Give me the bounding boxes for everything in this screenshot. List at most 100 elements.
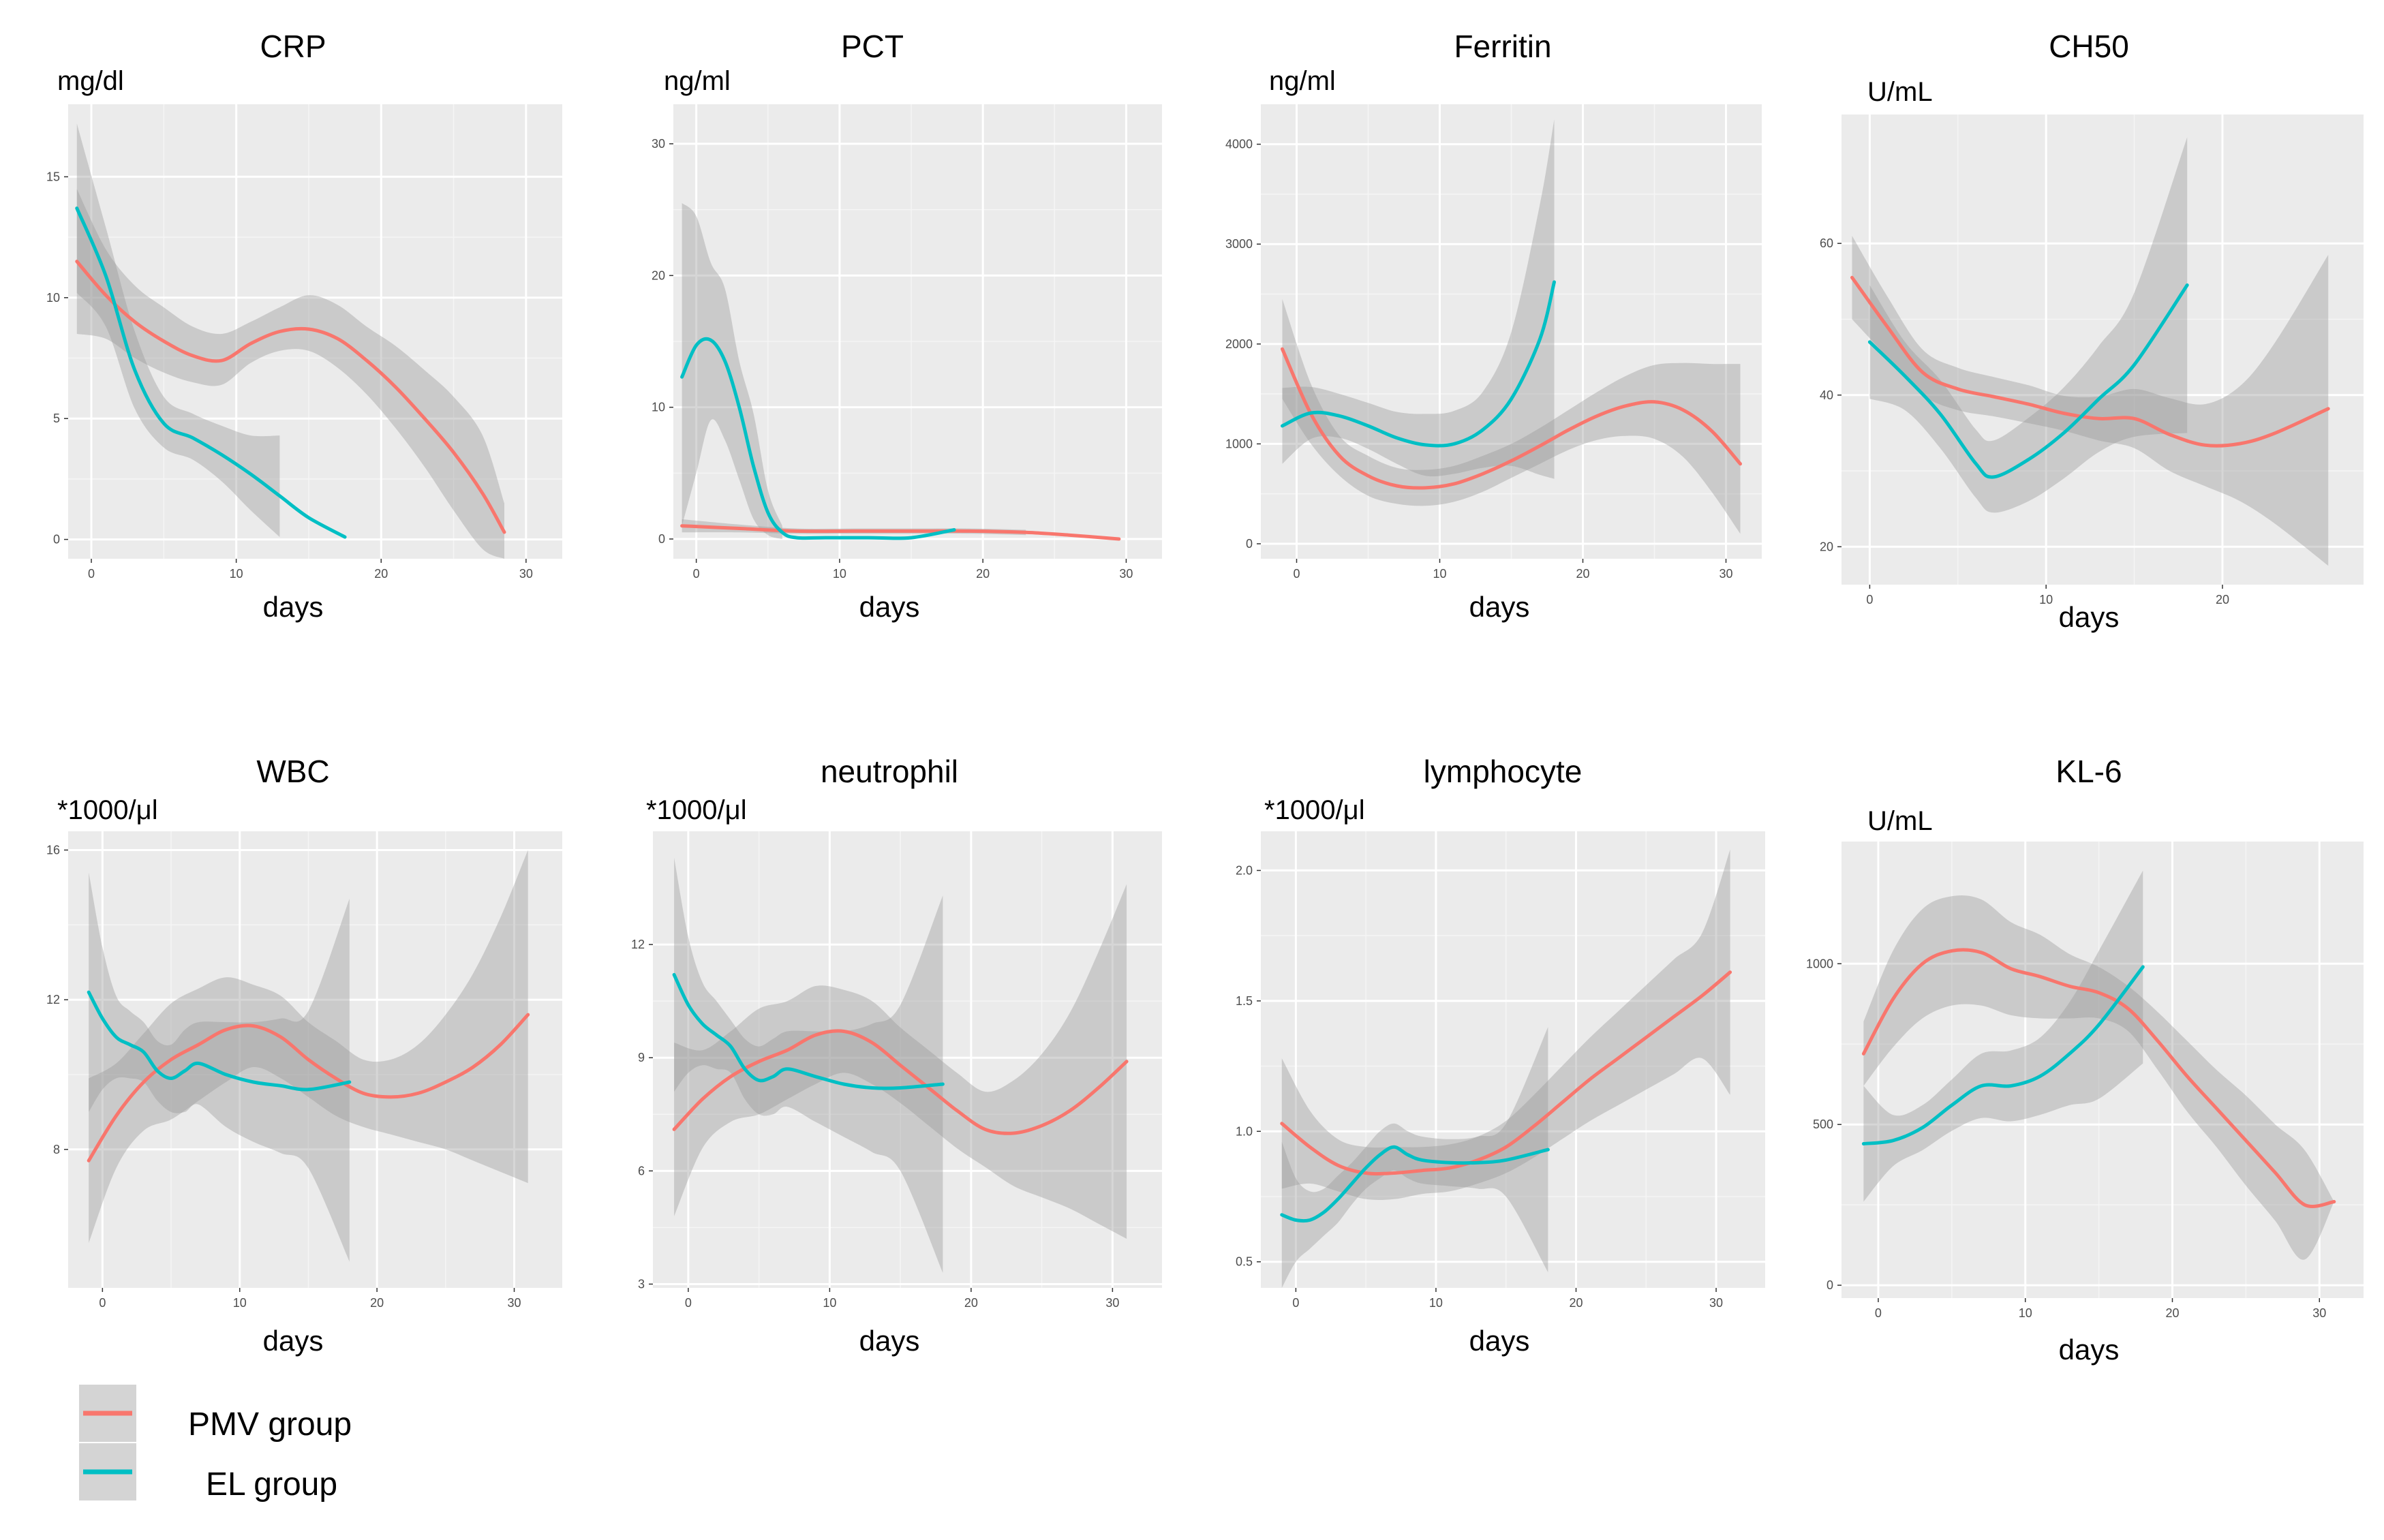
y-axis-unit: *1000/μl [646, 795, 747, 825]
y-tick-label: 10 [652, 401, 665, 414]
confidence-band-pmv-group [674, 884, 1127, 1239]
series-line-pmv-group [1850, 275, 2330, 448]
chart-title: Ferritin [1454, 29, 1551, 64]
x-tick-label: 30 [1105, 1296, 1119, 1310]
x-tick-label: 0 [1293, 567, 1300, 581]
y-tick-label: 1.5 [1236, 994, 1253, 1008]
x-tick-label: 20 [374, 567, 388, 581]
confidence-band-pmv-group [1282, 298, 1741, 534]
x-axis-label: days [1469, 1325, 1530, 1357]
y-axis-unit: ng/ml [1269, 66, 1336, 96]
x-tick-label: 30 [1709, 1296, 1723, 1310]
x-tick-label: 0 [1875, 1306, 1882, 1320]
y-axis-unit: mg/dl [57, 66, 124, 96]
confidence-band-el-group [674, 857, 943, 1273]
series-line-pmv-group [672, 1029, 1129, 1135]
y-tick-label: 500 [1813, 1118, 1833, 1131]
plot-background [673, 104, 1162, 559]
x-tick-label: 10 [2019, 1306, 2032, 1320]
panel-wbc: 0 10 20 30 8 12 16 WBC *1000/μl days [46, 754, 562, 1357]
chart-title: CH50 [2049, 29, 2129, 64]
series-line-pmv-group [1281, 347, 1742, 490]
y-tick-label: 30 [652, 137, 665, 151]
y-tick-label: 8 [53, 1143, 60, 1156]
plot-background [1842, 114, 2364, 585]
y-tick-label: 1000 [1225, 437, 1253, 450]
y-tick-label: 12 [631, 938, 645, 951]
x-tick-label: 20 [2165, 1306, 2179, 1320]
series-line-pmv-group [75, 260, 506, 534]
series-line-pmv-group [87, 1013, 530, 1162]
plot-background [1842, 842, 2364, 1298]
x-tick-label: 0 [1292, 1296, 1299, 1310]
y-axis-unit: U/mL [1867, 77, 1933, 107]
y-tick-label: 1.0 [1236, 1124, 1253, 1138]
x-tick-label: 30 [2312, 1306, 2326, 1320]
x-tick-label: 20 [1569, 1296, 1583, 1310]
x-tick-label: 30 [1719, 567, 1732, 581]
y-tick-label: 0 [658, 532, 665, 546]
series-line-pmv-group [1280, 970, 1732, 1176]
x-axis-label: days [859, 591, 920, 623]
y-tick-label: 10 [46, 291, 60, 305]
x-tick-label: 10 [2039, 593, 2053, 606]
confidence-band-pmv-group [1863, 895, 2334, 1260]
y-tick-label: 40 [1820, 388, 1833, 402]
panel-pct: 0 10 20 30 0 10 20 30 PCT ng/ml days [652, 29, 1162, 623]
y-tick-label: 16 [46, 843, 60, 857]
legend: PMV group EL group [79, 1385, 352, 1503]
confidence-band-el-group [89, 872, 350, 1262]
chart-title: lymphocyte [1424, 754, 1583, 789]
chart-title: neutrophil [821, 754, 958, 789]
chart-title: CRP [260, 29, 326, 64]
y-tick-label: 0 [53, 533, 60, 546]
x-axis-label: days [1469, 591, 1530, 623]
panel-lymphocyte: 0 10 20 30 0.5 1.0 1.5 2.0 lymphocyte *1000/μl day… [1236, 754, 1765, 1357]
y-tick-label: 5 [53, 412, 60, 425]
series-line-pmv-group [1861, 948, 2336, 1209]
panel-neutrophil: 0 10 20 30 3 6 9 12 neutrophil *1000/μl days [631, 754, 1162, 1357]
confidence-band-pmv-group [76, 189, 505, 559]
series-line-el-group [87, 990, 352, 1092]
chart-title: WBC [256, 754, 329, 789]
series-line-el-group [672, 972, 945, 1090]
series-line-el-group [1281, 280, 1556, 448]
x-axis-label: days [2059, 601, 2120, 633]
confidence-band-pmv-group [1281, 849, 1730, 1201]
series-line-pmv-group [680, 524, 1121, 541]
x-axis-label: days [2059, 1334, 2120, 1366]
panel-crp: 0 10 20 30 0 5 10 15 CRP mg/dl days [46, 29, 562, 623]
legend-label-pmv: PMV group [188, 1406, 352, 1443]
y-tick-label: 0 [1827, 1278, 1833, 1292]
x-tick-label: 0 [693, 567, 700, 581]
y-tick-label: 12 [46, 993, 60, 1006]
y-tick-label: 3000 [1225, 237, 1253, 251]
panel-ch50: 0 10 20 20 40 60 CH50 U/mL days [1820, 29, 2364, 633]
panel-ferritin: 0 10 20 30 0 1000 2000 3000 4000 Ferritin ng/ml day… [1225, 29, 1762, 623]
x-tick-label: 20 [964, 1296, 978, 1310]
x-tick-label: 0 [88, 567, 95, 581]
x-tick-label: 10 [1429, 1296, 1443, 1310]
y-tick-label: 20 [652, 268, 665, 282]
series-line-el-group [1861, 965, 2145, 1145]
series-line-el-group [680, 337, 956, 540]
x-axis-label: days [263, 1325, 324, 1357]
chart-title: KL-6 [2056, 754, 2122, 789]
y-tick-label: 0.5 [1236, 1255, 1253, 1269]
x-tick-label: 20 [370, 1296, 384, 1310]
plot-background [1261, 831, 1765, 1288]
x-tick-label: 10 [823, 1296, 836, 1310]
series-line-el-group [1867, 283, 2189, 479]
y-tick-label: 6 [638, 1164, 645, 1177]
y-tick-label: 3 [638, 1277, 645, 1291]
series-line-el-group [75, 206, 347, 539]
x-tick-label: 20 [2216, 593, 2229, 606]
y-tick-label: 15 [46, 170, 60, 183]
x-tick-label: 10 [833, 567, 846, 581]
confidence-band-pmv-group [1852, 236, 2329, 566]
x-tick-label: 30 [1119, 567, 1133, 581]
chart-title: PCT [841, 29, 904, 64]
y-tick-label: 0 [1246, 537, 1253, 551]
